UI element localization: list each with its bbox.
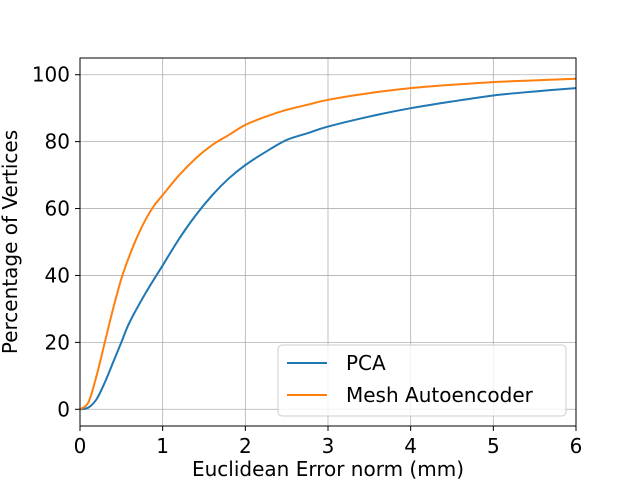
y-axis-label: Percentage of Vertices (0, 130, 22, 354)
x-tick-label: 0 (74, 434, 87, 458)
series-layer (79, 77, 577, 411)
legend: PCA Mesh Autoencoder (277, 344, 567, 417)
y-tick-label: 20 (45, 330, 70, 354)
x-tick-label: 4 (404, 434, 417, 458)
legend-label-mesh-autoencoder: Mesh Autoencoder (346, 383, 534, 407)
y-tick-label: 100 (32, 63, 70, 87)
y-tick-label: 60 (45, 197, 70, 221)
y-tick-label: 40 (45, 263, 70, 287)
y-tick-label: 0 (57, 397, 70, 421)
x-tick-label: 6 (570, 434, 583, 458)
series-line-pca (79, 87, 577, 411)
legend-box (277, 344, 567, 417)
x-tick-label: 3 (322, 434, 335, 458)
x-axis-label: Euclidean Error norm (mm) (192, 457, 464, 480)
x-tick-label: 1 (156, 434, 169, 458)
y-tick-label: 80 (45, 130, 70, 154)
grid (79, 58, 577, 426)
x-tick-label: 2 (239, 434, 252, 458)
legend-label-pca: PCA (346, 351, 386, 375)
series-line-mesh-autoencoder (79, 77, 577, 411)
x-tick-label: 5 (487, 434, 500, 458)
